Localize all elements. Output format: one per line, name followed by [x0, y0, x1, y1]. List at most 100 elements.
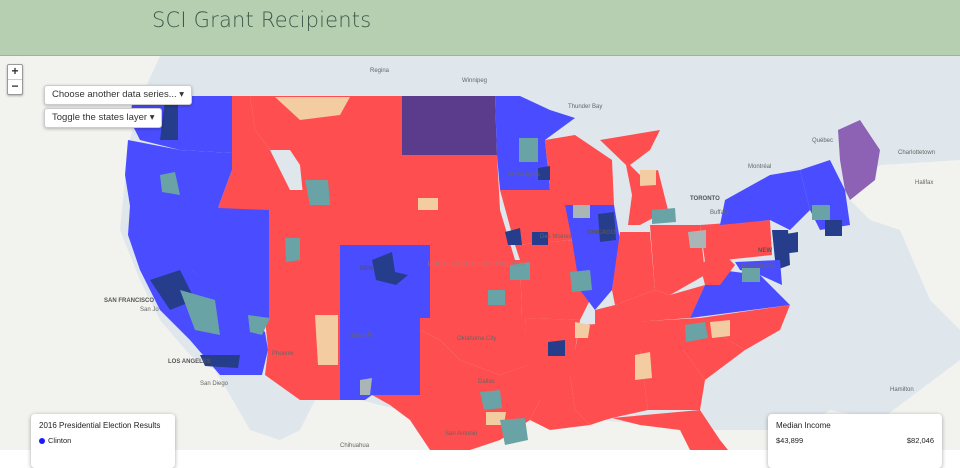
- state-florida[interactable]: [612, 410, 728, 450]
- county-nm-gray[interactable]: [360, 378, 372, 395]
- lake-huron: [658, 168, 700, 205]
- county-ar-dark[interactable]: [548, 340, 565, 356]
- clinton-color-swatch: [39, 438, 45, 445]
- state-louisiana[interactable]: [528, 375, 590, 430]
- label-oklahoma-city: Oklahoma City: [457, 336, 496, 342]
- county-mn-teal[interactable]: [519, 138, 538, 162]
- county-chicago[interactable]: [598, 212, 616, 242]
- county-idaho-teal[interactable]: [160, 172, 180, 195]
- state-north-carolina[interactable]: [690, 305, 790, 350]
- zoom-control: + −: [7, 64, 23, 95]
- county-ca-valley[interactable]: [180, 290, 220, 335]
- county-ia-dark[interactable]: [505, 228, 522, 245]
- county-houston[interactable]: [500, 418, 528, 445]
- state-mississippi[interactable]: [570, 350, 605, 425]
- zoom-in-button[interactable]: +: [11, 64, 19, 78]
- data-series-dropdown[interactable]: Choose another data series... ▾: [44, 85, 193, 105]
- state-wisconsin[interactable]: [545, 135, 614, 205]
- county-ms-tan[interactable]: [575, 322, 590, 338]
- county-ne-teal[interactable]: [812, 205, 830, 220]
- state-maine[interactable]: [838, 120, 880, 200]
- state-nevada[interactable]: [192, 206, 269, 332]
- zoom-out-button[interactable]: −: [8, 79, 22, 94]
- county-oh-gray[interactable]: [688, 230, 706, 248]
- county-seattle[interactable]: [160, 100, 178, 140]
- label-san-francisco: SAN FRANCISCO: [104, 298, 154, 304]
- label-minneapolis: Minneapolis: [508, 172, 540, 178]
- county-tx-teal1[interactable]: [480, 390, 502, 410]
- label-quebec: Québec: [812, 138, 833, 144]
- county-ut-teal[interactable]: [285, 238, 300, 262]
- label-chihuahua: Chihuahua: [340, 443, 370, 449]
- hudson-bay-water: [560, 56, 640, 95]
- county-nyc[interactable]: [780, 232, 798, 254]
- states-layer-dropdown[interactable]: Toggle the states layer ▾: [44, 108, 163, 128]
- county-minneapolis[interactable]: [538, 166, 550, 180]
- label-halifax: Halifax: [915, 180, 933, 186]
- state-indiana[interactable]: [612, 232, 655, 305]
- label-san-jose: San Jo: [140, 307, 159, 313]
- label-hamilton: Hamilton: [890, 387, 914, 393]
- income-legend: Median Income $43,899 $82,046: [768, 414, 942, 468]
- state-montana[interactable]: [250, 96, 402, 175]
- label-los-angeles: LOS ANGELES: [168, 359, 211, 365]
- county-al-tan[interactable]: [635, 352, 652, 380]
- county-az-tan[interactable]: [315, 315, 338, 365]
- county-wi-gray[interactable]: [573, 205, 590, 218]
- state-pennsylvania[interactable]: [700, 220, 772, 262]
- state-kansas[interactable]: [430, 260, 522, 318]
- county-wy-teal[interactable]: [305, 180, 330, 205]
- state-tennessee[interactable]: [575, 318, 720, 350]
- lake-michigan: [612, 165, 632, 232]
- state-idaho[interactable]: [218, 96, 308, 210]
- label-thunder-bay: Thunder Bay: [568, 104, 602, 110]
- county-mo-dark2[interactable]: [532, 232, 548, 245]
- county-mo-teal[interactable]: [510, 262, 530, 280]
- state-missouri[interactable]: [515, 240, 590, 320]
- label-charlottetown: Charlottetown: [898, 150, 935, 156]
- county-il-teal[interactable]: [570, 270, 592, 292]
- income-max: $82,046: [906, 436, 934, 445]
- state-new-york[interactable]: [720, 170, 810, 230]
- label-montreal: Montréal: [748, 164, 771, 170]
- county-boston[interactable]: [825, 220, 842, 236]
- label-buffalo: Buffalo: [710, 210, 729, 216]
- label-san-diego: San Diego: [200, 381, 229, 387]
- label-phoenix: Phoenix: [272, 351, 294, 357]
- income-range: $43,899 $82,046: [776, 436, 934, 445]
- state-nebraska[interactable]: [402, 210, 515, 260]
- label-chicago: CHICAGO: [587, 230, 616, 236]
- label-regina: Regina: [370, 68, 390, 74]
- label-dallas: Dallas: [478, 379, 495, 385]
- county-mi-teal[interactable]: [652, 208, 676, 224]
- state-california[interactable]: [128, 206, 268, 375]
- county-nc-tan[interactable]: [710, 320, 730, 338]
- state-new-mexico[interactable]: [340, 318, 420, 400]
- state-michigan[interactable]: [600, 130, 668, 225]
- county-nv-teal[interactable]: [248, 315, 270, 335]
- county-va-teal[interactable]: [742, 268, 760, 282]
- income-min: $43,899: [776, 436, 804, 445]
- county-denver[interactable]: [372, 252, 408, 285]
- state-utah[interactable]: [269, 210, 340, 318]
- county-or-tan[interactable]: [275, 97, 350, 120]
- map-canvas[interactable]: Regina Winnipeg Thunder Bay Québec Charl…: [0, 56, 960, 450]
- state-georgia[interactable]: [640, 345, 705, 410]
- app-header: SCI Grant Recipients: [0, 0, 960, 56]
- state-oregon[interactable]: [125, 140, 232, 208]
- state-south-carolina[interactable]: [680, 335, 745, 380]
- election-legend-title: 2016 Presidential Election Results: [39, 421, 161, 430]
- state-oklahoma[interactable]: [420, 318, 528, 375]
- county-la-region[interactable]: [200, 355, 240, 368]
- county-mi-tan[interactable]: [640, 170, 656, 186]
- label-santa-fe: Santa Fe: [350, 333, 375, 339]
- county-ks-teal[interactable]: [488, 290, 505, 305]
- county-tn-teal[interactable]: [685, 322, 708, 342]
- label-winnipeg: Winnipeg: [462, 78, 487, 84]
- state-kentucky[interactable]: [595, 285, 705, 325]
- county-ne-tan[interactable]: [418, 198, 438, 210]
- page-title: SCI Grant Recipients: [152, 8, 372, 32]
- income-legend-title: Median Income: [776, 421, 831, 430]
- state-north-dakota[interactable]: [402, 96, 497, 155]
- state-south-dakota[interactable]: [402, 155, 500, 210]
